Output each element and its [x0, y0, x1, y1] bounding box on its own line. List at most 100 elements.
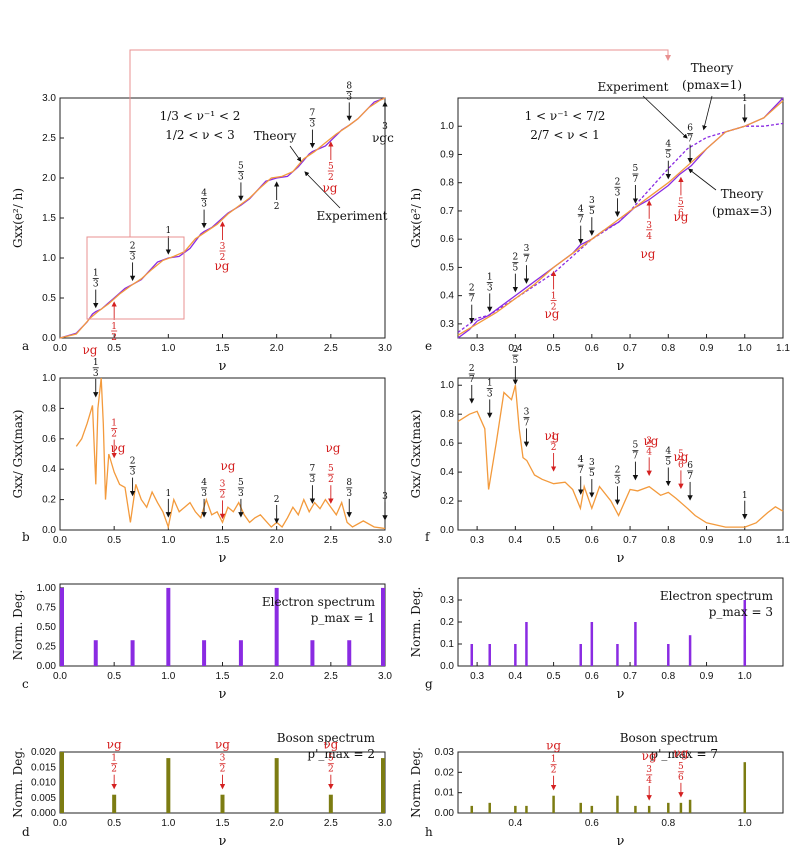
y-tick-label: 0.4 — [440, 291, 454, 302]
fraction-denominator: 7 — [687, 472, 693, 482]
fraction-denominator: 2 — [220, 253, 226, 263]
series-line-theory-pmax-1- — [457, 122, 784, 333]
fraction-denominator: 3 — [201, 489, 207, 499]
fraction-denominator: 2 — [551, 443, 557, 453]
fraction-numerator: 1 — [93, 358, 99, 368]
bar — [514, 805, 517, 813]
nu-g-label: νg — [644, 434, 659, 448]
panel-letter: b — [22, 530, 30, 544]
fraction-denominator: 3 — [130, 252, 136, 262]
fraction-numerator: 2 — [469, 364, 475, 374]
panel-letter: g — [425, 677, 433, 691]
bar — [579, 644, 582, 666]
bar — [274, 758, 279, 813]
zoom-region-box — [86, 236, 185, 320]
panel-h: 0.4 0.6 0.8 1.0 0.00 0.01 0.02 0.03 ν Norm. Deg.h… — [409, 731, 784, 849]
fraction-numerator: 2 — [130, 457, 136, 467]
y-tick-label: 1.5 — [42, 213, 56, 224]
fraction-denominator: 2 — [111, 333, 117, 343]
x-tick-label: 1.0 — [738, 818, 752, 829]
fraction-denominator: 3 — [615, 188, 621, 198]
x-tick-label: 2.5 — [324, 818, 338, 829]
theory-label: Theory — [254, 129, 297, 143]
nu-g-label: νg — [323, 181, 338, 195]
y-tick-label: 1.0 — [440, 380, 454, 391]
fraction-numerator: 2 — [512, 253, 518, 263]
fraction-numerator: 5 — [328, 162, 334, 172]
bar — [470, 644, 474, 666]
x-tick-label: 0.8 — [661, 671, 675, 682]
bar — [60, 752, 64, 813]
fraction-numerator: 5 — [633, 164, 639, 174]
range-condition-1: 1 < ν⁻¹ < 7/2 — [525, 109, 606, 123]
nu-g-label: νg — [215, 259, 230, 273]
bar — [525, 805, 528, 813]
x-tick-label: 1.5 — [216, 671, 230, 682]
x-tick-label: 2.0 — [270, 818, 284, 829]
bar — [590, 622, 594, 666]
x-tick-label: 1.0 — [738, 671, 752, 682]
x-tick-label: 0.4 — [508, 671, 522, 682]
y-axis-label: Gxx/ Gxx(max) — [409, 410, 423, 499]
bar — [590, 805, 594, 813]
y-tick-label: 0.8 — [42, 403, 56, 414]
bar — [679, 802, 683, 813]
x-axis-label: ν — [219, 687, 227, 702]
y-axis-label: Gxx(e²/ h) — [11, 188, 25, 248]
bar — [743, 635, 747, 666]
fraction-denominator: 3 — [201, 200, 207, 210]
fraction-denominator: 4 — [646, 232, 652, 242]
panel-letter: e — [425, 339, 432, 353]
panel-e: 0.3 0.4 0.5 0.6 0.7 0.8 0.9 1.0 1.1 0.3 0.4 0.5 0.6 0… — [409, 61, 790, 374]
series-line-experiment — [457, 100, 784, 336]
nu-g-label: νg — [326, 441, 341, 455]
y-tick-label: 0.4 — [42, 464, 56, 475]
y-tick-label: 0.02 — [435, 767, 455, 778]
nu-g-label: νg — [83, 343, 98, 357]
bar — [743, 600, 747, 666]
spectrum-title: Electron spectrum — [262, 595, 376, 609]
fraction-denominator: 7 — [578, 216, 584, 226]
y-tick-label: 0.03 — [435, 747, 455, 758]
fraction-numerator: 3 — [646, 221, 652, 231]
fraction-denominator: 5 — [665, 151, 671, 161]
x-tick-label: 2.0 — [270, 343, 284, 354]
bar — [328, 794, 333, 813]
bar — [667, 644, 670, 666]
bar — [274, 587, 279, 666]
x-tick-label: 0.9 — [700, 671, 714, 682]
x-tick-label: 0.4 — [508, 343, 522, 354]
y-axis-label: Norm. Deg. — [11, 590, 25, 661]
x-tick-label: 3.0 — [378, 818, 392, 829]
fraction-denominator: 2 — [111, 765, 117, 775]
fraction-numerator: 2 — [130, 241, 136, 251]
fraction-integer: 2 — [274, 495, 280, 505]
x-axis-label: ν — [617, 687, 625, 702]
fraction-numerator: 4 — [578, 455, 584, 465]
fraction-denominator: 7 — [633, 452, 639, 462]
x-tick-label: 0.8 — [661, 818, 675, 829]
y-tick-label: 2.0 — [42, 173, 56, 184]
range-condition-2: 1/2 < ν < 3 — [165, 128, 235, 142]
fraction-denominator: 2 — [220, 490, 226, 500]
fraction-integer: 3 — [382, 492, 388, 502]
fraction-numerator: 8 — [346, 81, 352, 91]
fraction-denominator: 2 — [220, 765, 226, 775]
y-axis-label: Norm. Deg. — [11, 747, 25, 818]
fraction-denominator: 7 — [578, 466, 584, 476]
fraction-numerator: 3 — [589, 458, 595, 468]
x-tick-label: 0.5 — [107, 671, 121, 682]
x-tick-label: 0.3 — [470, 671, 484, 682]
zoom-connector-arrow — [129, 49, 671, 237]
fraction-denominator: 3 — [238, 489, 244, 499]
nu-g-label: νg — [673, 746, 688, 760]
y-tick-label: 0.75 — [37, 602, 57, 613]
x-tick-label: 3.0 — [378, 535, 392, 546]
fraction-denominator: 2 — [551, 766, 557, 776]
fraction-numerator: 4 — [201, 189, 207, 199]
fraction-numerator: 1 — [111, 754, 117, 764]
nu-g-label: νg — [111, 441, 126, 455]
bar — [616, 795, 619, 813]
nu-g-label: νg — [545, 429, 560, 443]
y-axis-label: Gxx(e²/ h) — [409, 188, 423, 248]
